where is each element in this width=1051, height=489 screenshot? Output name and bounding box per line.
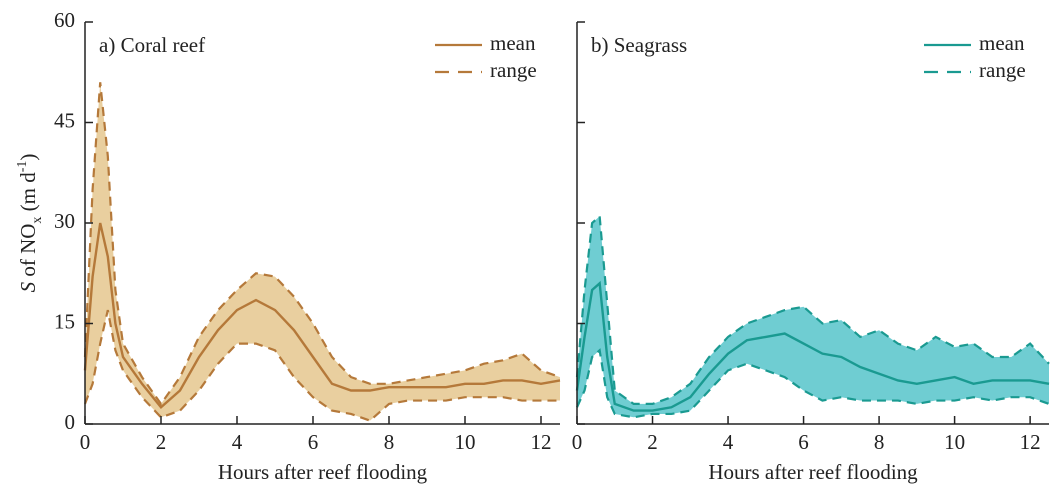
x-axis-label: Hours after reef flooding: [218, 460, 428, 484]
range-band: [85, 82, 560, 421]
panel-title: b) Seagrass: [591, 33, 687, 57]
x-tick-label: 0: [572, 430, 583, 454]
x-tick-label: 4: [232, 430, 243, 454]
y-axis-label-part: of NO: [16, 224, 40, 282]
x-tick-label: 12: [1020, 430, 1041, 454]
legend-label: range: [490, 58, 537, 82]
x-tick-label: 10: [455, 430, 476, 454]
x-tick-label: 8: [384, 430, 395, 454]
x-tick-label: 8: [874, 430, 885, 454]
x-tick-label: 2: [156, 430, 167, 454]
x-tick-label: 2: [647, 430, 658, 454]
x-tick-label: 6: [308, 430, 319, 454]
y-axis-label-part: -1: [15, 161, 30, 173]
legend-label: mean: [979, 31, 1025, 55]
range-line: [575, 214, 1050, 405]
x-tick-label: 6: [798, 430, 809, 454]
range-line: [575, 348, 1050, 419]
y-tick-label: 45: [54, 108, 75, 132]
panel-title: a) Coral reef: [99, 33, 205, 57]
x-tick-label: 0: [80, 430, 91, 454]
y-axis-label-part: (m d: [16, 172, 40, 217]
y-tick-label: 0: [65, 410, 76, 434]
range-band: [577, 216, 1049, 418]
x-axis-label: Hours after reef flooding: [708, 460, 918, 484]
x-tick-label: 12: [531, 430, 552, 454]
x-tick-label: 10: [944, 430, 965, 454]
range-line: [83, 82, 561, 406]
y-axis-label-part: S: [16, 281, 40, 292]
legend-label: range: [979, 58, 1026, 82]
legend-label: mean: [490, 31, 536, 55]
y-tick-label: 60: [54, 8, 75, 32]
y-tick-label: 30: [54, 209, 75, 233]
range-line: [83, 309, 560, 422]
y-axis-label-part: x: [30, 217, 45, 224]
mean-line: [575, 280, 1050, 412]
y-axis-label: S of NOx (m d-1): [15, 154, 45, 293]
mean-line: [83, 222, 561, 409]
y-tick-label: 15: [54, 309, 75, 333]
y-axis-label-part: ): [16, 154, 40, 161]
x-tick-label: 4: [723, 430, 734, 454]
